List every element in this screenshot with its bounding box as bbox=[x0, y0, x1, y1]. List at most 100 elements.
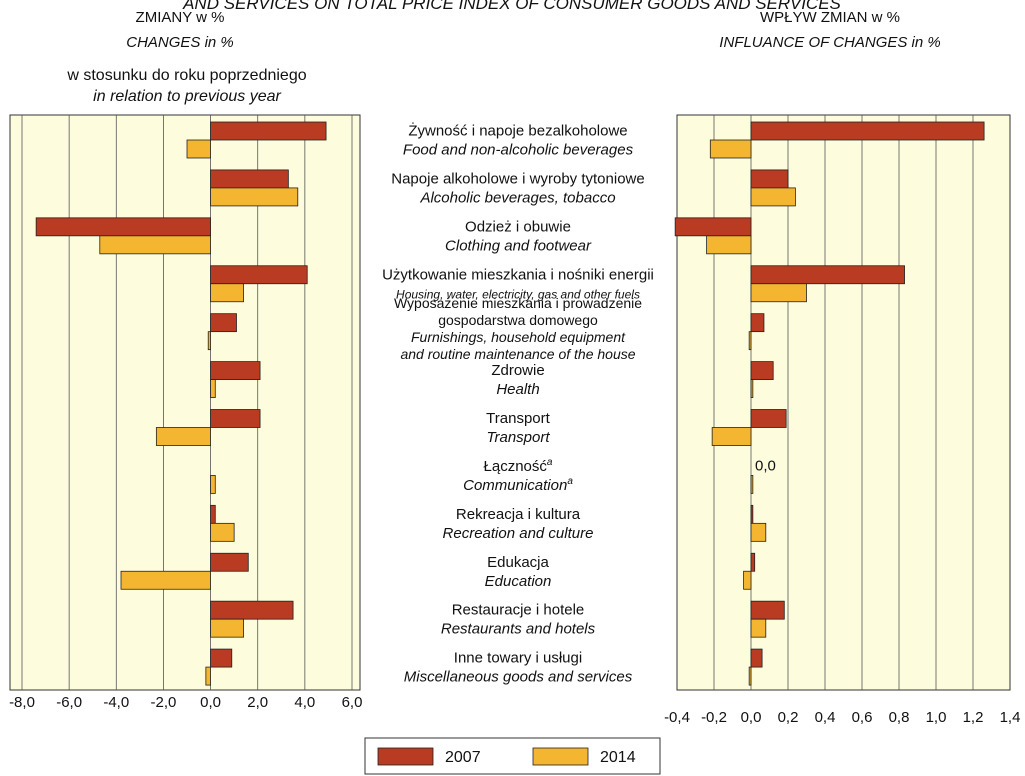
category-label: Łącznośća bbox=[484, 457, 553, 475]
note-marker: a bbox=[567, 476, 573, 487]
legend-swatch bbox=[377, 747, 434, 766]
bar bbox=[750, 504, 754, 524]
x-tick-label: 1,2 bbox=[963, 709, 984, 726]
bar bbox=[210, 600, 294, 620]
legend-swatch bbox=[532, 747, 589, 766]
category-label-en: Transport bbox=[486, 429, 550, 446]
bar bbox=[210, 121, 327, 141]
bar bbox=[706, 235, 752, 255]
category-label: Napoje alkoholowe i wyroby tytoniowe bbox=[391, 170, 644, 187]
panel-header: ZMIANY w % bbox=[136, 9, 225, 26]
category-label: Edukacja bbox=[487, 554, 549, 571]
bar bbox=[210, 475, 216, 494]
category-label-en: Clothing and footwear bbox=[445, 237, 592, 254]
legend-label: 2007 bbox=[445, 749, 481, 766]
bar bbox=[750, 283, 807, 303]
category-label-en: Miscellaneous goods and services bbox=[404, 669, 633, 686]
x-tick-label: 0,8 bbox=[889, 709, 910, 726]
bar bbox=[120, 570, 211, 590]
category-label-en: Alcoholic beverages, tobacco bbox=[419, 189, 615, 206]
x-tick-label: -0,4 bbox=[664, 709, 690, 726]
plot-area bbox=[9, 114, 361, 691]
x-tick-label: 1,0 bbox=[926, 709, 947, 726]
category-label: Użytkowanie mieszkania i nośniki energii bbox=[382, 266, 654, 283]
bar bbox=[210, 265, 308, 285]
plot-area bbox=[676, 114, 1011, 691]
bar bbox=[210, 504, 216, 524]
bar bbox=[155, 427, 211, 446]
x-tick-label: -8,0 bbox=[9, 694, 35, 711]
x-tick-label: 0,2 bbox=[778, 709, 799, 726]
x-tick-label: 6,0 bbox=[342, 694, 363, 711]
bar bbox=[210, 169, 289, 189]
bar bbox=[748, 666, 752, 686]
category-label: gospodarstwa domowego bbox=[438, 312, 598, 328]
x-tick-label: -4,0 bbox=[103, 694, 129, 711]
bar bbox=[750, 618, 767, 638]
category-label-en: Food and non-alcoholic beverages bbox=[403, 142, 634, 159]
x-tick-label: 0,6 bbox=[852, 709, 873, 726]
category-label-en: Restaurants and hotels bbox=[441, 621, 596, 638]
x-tick-label: 0,4 bbox=[815, 709, 836, 726]
x-tick-label: 4,0 bbox=[294, 694, 315, 711]
bar bbox=[210, 187, 299, 207]
bar bbox=[750, 187, 796, 207]
x-tick-label: -6,0 bbox=[56, 694, 82, 711]
category-label-en: Education bbox=[485, 573, 552, 590]
category-label: Restauracje i hotele bbox=[452, 602, 585, 619]
bar bbox=[210, 648, 233, 668]
bar bbox=[750, 522, 767, 542]
bar bbox=[35, 217, 211, 237]
x-tick-label: -0,2 bbox=[701, 709, 727, 726]
bar bbox=[748, 331, 752, 351]
bar bbox=[210, 361, 261, 380]
category-label-en: Communicationa bbox=[463, 476, 573, 494]
category-label-en: Furnishings, household equipment bbox=[411, 329, 626, 345]
category-label: Rekreacja i kultura bbox=[456, 506, 581, 523]
panel-subheader: in relation to previous year bbox=[93, 88, 281, 105]
x-tick-label: 1,4 bbox=[1000, 709, 1021, 726]
bar bbox=[750, 409, 787, 428]
category-label: Odzież i obuwie bbox=[465, 218, 571, 235]
bar bbox=[205, 666, 211, 686]
category-label: Żywność i napoje bezalkoholowe bbox=[408, 122, 627, 140]
category-label-en: Health bbox=[496, 381, 539, 398]
category-label: Transport bbox=[486, 410, 550, 427]
bar bbox=[210, 409, 261, 428]
panel-subheader: w stosunku do roku poprzedniego bbox=[66, 67, 306, 84]
x-tick-label: -2,0 bbox=[150, 694, 176, 711]
bar bbox=[207, 331, 211, 351]
bar bbox=[750, 552, 756, 572]
bar bbox=[210, 618, 244, 638]
panel-header: WPŁYW ZMIAN w % bbox=[760, 9, 900, 26]
bar bbox=[750, 600, 785, 620]
bar bbox=[711, 427, 752, 446]
bar bbox=[99, 235, 211, 255]
bar bbox=[709, 139, 752, 159]
bar bbox=[750, 648, 763, 668]
panel-header: CHANGES in % bbox=[126, 34, 234, 51]
bar bbox=[210, 283, 244, 303]
bar bbox=[674, 217, 752, 237]
bar bbox=[210, 552, 249, 572]
bar bbox=[750, 379, 754, 398]
note-marker: a bbox=[547, 457, 553, 468]
bar bbox=[210, 522, 235, 542]
bar bbox=[750, 313, 765, 333]
category-label-en: Housing, water, electricity, gas and oth… bbox=[396, 287, 640, 301]
category-label-en: and routine maintenance of the house bbox=[400, 346, 635, 362]
bar bbox=[186, 139, 211, 159]
bar bbox=[750, 169, 789, 189]
bar bbox=[750, 121, 985, 141]
panel-header: INFLUANCE OF CHANGES in % bbox=[719, 34, 940, 51]
x-tick-label: 2,0 bbox=[247, 694, 268, 711]
value-label: 0,0 bbox=[755, 457, 776, 474]
bar bbox=[750, 265, 905, 285]
category-label: Inne towary i usługi bbox=[454, 650, 582, 667]
legend-label: 2014 bbox=[600, 749, 636, 766]
bar bbox=[750, 475, 754, 494]
bar bbox=[210, 313, 237, 333]
category-label: Wyposażenie mieszkania i prowadzenie bbox=[394, 295, 642, 311]
bar bbox=[210, 379, 216, 398]
